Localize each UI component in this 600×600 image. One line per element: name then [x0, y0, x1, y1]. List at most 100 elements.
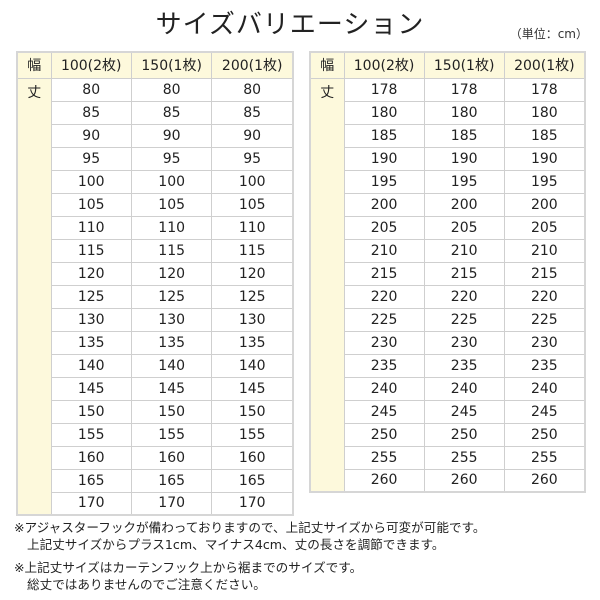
- table-cell: 200: [423, 192, 505, 217]
- table-cell: 120: [211, 261, 294, 286]
- table-cell: 145: [50, 376, 132, 401]
- table-row: 95 95 95: [17, 146, 294, 171]
- table-row: 150 150 150: [17, 399, 294, 424]
- width-header: 幅: [16, 51, 52, 79]
- table-cell: 145: [130, 376, 213, 401]
- table-cell: 245: [423, 399, 505, 424]
- table-cell: 120: [130, 261, 213, 286]
- table-cell: 220: [343, 284, 425, 309]
- column-header: 150(1枚): [423, 51, 505, 79]
- table-cell: 125: [50, 284, 132, 309]
- table-cell: 260: [503, 468, 586, 493]
- table-cell: 100: [50, 169, 132, 194]
- table-cell: 145: [211, 376, 294, 401]
- note-line: ※アジャスターフックが備わっておりますので、上記丈サイズから可変が可能です。: [14, 520, 486, 535]
- column-header: 150(1枚): [130, 51, 213, 79]
- table-cell: 240: [503, 376, 586, 401]
- table-row: 105 105 105: [17, 192, 294, 217]
- table-cell: 150: [50, 399, 132, 424]
- table-cell: 170: [211, 491, 294, 516]
- table-cell: 185: [423, 123, 505, 148]
- table-cell: 250: [343, 422, 425, 447]
- table-cell: 190: [503, 146, 586, 171]
- table-cell: 178: [423, 77, 505, 102]
- table-row: 250 250 250: [310, 422, 586, 447]
- table-row: 240 240 240: [310, 376, 586, 401]
- table-cell: 115: [211, 238, 294, 263]
- table-cell: 255: [423, 445, 505, 470]
- column-header: 200(1枚): [211, 51, 294, 79]
- table-cell: 135: [130, 330, 213, 355]
- table-cell: 195: [343, 169, 425, 194]
- table-cell: 185: [343, 123, 425, 148]
- table-cell: 255: [503, 445, 586, 470]
- table-cell: 230: [343, 330, 425, 355]
- table-cell: 160: [130, 445, 213, 470]
- table-row: 230 230 230: [310, 330, 586, 355]
- table-row: 145 145 145: [17, 376, 294, 401]
- table-cell: 80: [130, 77, 213, 102]
- table-cell: 215: [423, 261, 505, 286]
- note-line: ※上記丈サイズはカーテンフック上から裾までのサイズです。: [14, 560, 363, 575]
- unit-label: （単位：cm）: [509, 27, 588, 41]
- length-label: 丈: [16, 77, 52, 516]
- table-cell: 130: [130, 307, 213, 332]
- table-cell: 140: [50, 353, 132, 378]
- table-cell: 95: [130, 146, 213, 171]
- column-header: 100(2枚): [343, 51, 425, 79]
- table-row: 225 225 225: [310, 307, 586, 332]
- table-cell: 155: [130, 422, 213, 447]
- table-row: 235 235 235: [310, 353, 586, 378]
- table-cell: 110: [211, 215, 294, 240]
- table-cell: 215: [503, 261, 586, 286]
- table-row: 190 190 190: [310, 146, 586, 171]
- table-cell: 150: [130, 399, 213, 424]
- table-row: 135 135 135: [17, 330, 294, 355]
- table-cell: 95: [211, 146, 294, 171]
- table-cell: 180: [423, 100, 505, 125]
- table-cell: 185: [503, 123, 586, 148]
- column-header: 200(1枚): [503, 51, 586, 79]
- table-row: 220 220 220: [310, 284, 586, 309]
- note-adjuster: ※アジャスターフックが備わっておりますので、上記丈サイズから可変が可能です。 上…: [14, 519, 485, 553]
- table-cell: 160: [211, 445, 294, 470]
- table-cell: 85: [50, 100, 132, 125]
- table-cell: 260: [343, 468, 425, 493]
- table-cell: 180: [343, 100, 425, 125]
- table-cell: 250: [503, 422, 586, 447]
- table-cell: 105: [50, 192, 132, 217]
- table-row: 130 130 130: [17, 307, 294, 332]
- note-measurement: ※上記丈サイズはカーテンフック上から裾までのサイズです。 総丈ではありませんので…: [14, 559, 362, 593]
- table-cell: 125: [211, 284, 294, 309]
- table-cell: 195: [423, 169, 505, 194]
- table-row: 255 255 255: [310, 445, 586, 470]
- table-cell: 100: [130, 169, 213, 194]
- table-cell: 105: [211, 192, 294, 217]
- table-cell: 120: [50, 261, 132, 286]
- table-cell: 155: [50, 422, 132, 447]
- table-cell: 95: [50, 146, 132, 171]
- table-cell: 90: [130, 123, 213, 148]
- table-cell: 190: [343, 146, 425, 171]
- table-cell: 150: [211, 399, 294, 424]
- table-cell: 210: [503, 238, 586, 263]
- table-cell: 115: [130, 238, 213, 263]
- table-row: 170 170 170: [17, 491, 294, 516]
- table-cell: 165: [211, 468, 294, 493]
- table-cell: 85: [130, 100, 213, 125]
- table-cell: 135: [211, 330, 294, 355]
- table-row: 125 125 125: [17, 284, 294, 309]
- table-cell: 235: [423, 353, 505, 378]
- table-row: 195 195 195: [310, 169, 586, 194]
- page-title: サイズバリエーション: [155, 10, 425, 40]
- table-cell: 130: [211, 307, 294, 332]
- table-row: 140 140 140: [17, 353, 294, 378]
- table-cell: 245: [343, 399, 425, 424]
- table-cell: 90: [50, 123, 132, 148]
- table-cell: 170: [50, 491, 132, 516]
- table-cell: 170: [130, 491, 213, 516]
- table-cell: 140: [211, 353, 294, 378]
- table-row: 245 245 245: [310, 399, 586, 424]
- note-line: 総丈ではありませんのでご注意ください。: [27, 577, 266, 592]
- table-cell: 90: [211, 123, 294, 148]
